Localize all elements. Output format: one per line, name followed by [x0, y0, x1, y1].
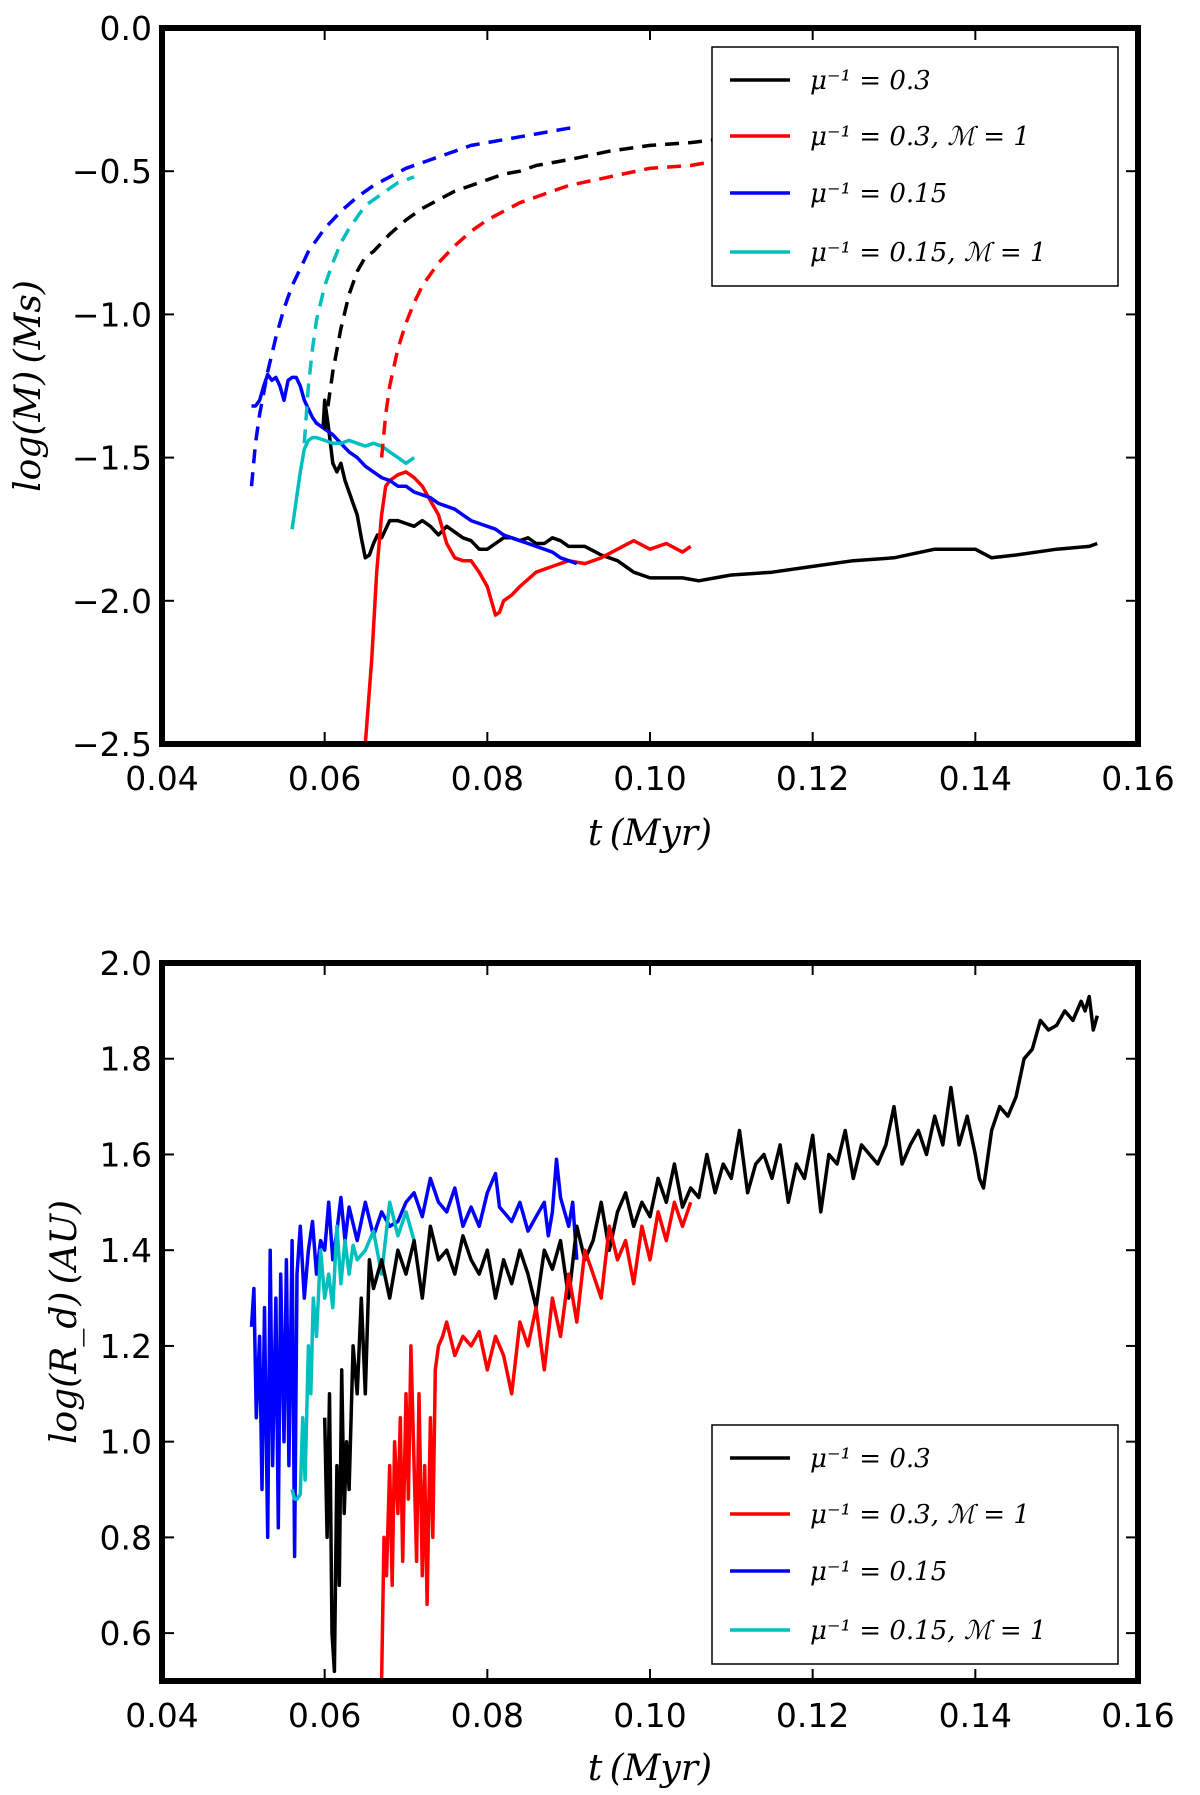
top-series-line-5	[379, 160, 708, 458]
bottom-y-tick-label: 1.4	[100, 1231, 152, 1270]
top-series-group	[249, 126, 1098, 744]
panel-bottom-radius: 0.04 0.06 0.08 0.10 0.12 0.14 0.16 2.0 1.8 1.6 1.4…	[44, 944, 1175, 1789]
bottom-x-axis-label: t (Myr)	[588, 1748, 712, 1789]
top-y-tick-label: −0.5	[72, 152, 152, 191]
top-legend-label-0: μ⁻¹ = 0.3	[810, 66, 931, 96]
bottom-legend: μ⁻¹ = 0.3 μ⁻¹ = 0.3, ℳ = 1 μ⁻¹ = 0.15 μ⁻…	[711, 1424, 1119, 1665]
bottom-legend-label-1: μ⁻¹ = 0.3, ℳ = 1	[810, 1500, 1030, 1530]
bottom-series-line-3	[379, 1200, 693, 1681]
top-legend-box	[711, 46, 1119, 287]
bottom-y-tick-label: 1.6	[100, 1135, 152, 1174]
bottom-legend-label-0: μ⁻¹ = 0.3	[810, 1444, 931, 1474]
bottom-series-line-1	[290, 1200, 416, 1501]
bottom-legend-box	[711, 1424, 1119, 1665]
top-y-tick-label: 0.0	[100, 9, 152, 48]
top-legend: μ⁻¹ = 0.3 μ⁻¹ = 0.3, ℳ = 1 μ⁻¹ = 0.15 μ⁻…	[711, 46, 1119, 287]
bottom-x-tick-label: 0.10	[613, 1696, 686, 1735]
bottom-legend-label-3: μ⁻¹ = 0.15, ℳ = 1	[810, 1616, 1046, 1646]
bottom-x-tick-label: 0.08	[451, 1696, 524, 1735]
top-series-line-3	[290, 435, 416, 530]
bottom-x-tick-label: 0.06	[288, 1696, 361, 1735]
bottom-x-tick-label: 0.12	[776, 1696, 849, 1735]
bottom-x-tick-label: 0.14	[939, 1696, 1012, 1735]
top-series-line-1	[363, 470, 692, 744]
top-x-tick-label: 0.08	[451, 759, 524, 798]
bottom-legend-label-2: μ⁻¹ = 0.15	[810, 1557, 947, 1587]
top-legend-label-2: μ⁻¹ = 0.15	[810, 179, 947, 209]
top-y-tick-label: −1.0	[72, 295, 152, 334]
top-series-line-7	[302, 175, 415, 444]
bottom-y-tick-label: 1.0	[100, 1423, 152, 1462]
top-series-line-4	[322, 137, 716, 430]
bottom-x-tick-label: 0.16	[1101, 1696, 1174, 1735]
top-legend-label-1: μ⁻¹ = 0.3, ℳ = 1	[810, 122, 1030, 152]
top-legend-label-3: μ⁻¹ = 0.15, ℳ = 1	[810, 238, 1046, 268]
bottom-y-tick-label: 2.0	[100, 944, 152, 983]
top-series-line-2	[251, 372, 578, 566]
top-ticks-group: 0.04 0.06 0.08 0.10 0.12 0.14 0.16 0.0 −0.5 −1.0 −…	[72, 9, 1175, 798]
bottom-series-line-0	[249, 1157, 579, 1559]
bottom-x-tick-label: 0.04	[125, 1696, 198, 1735]
top-x-tick-label: 0.14	[939, 759, 1012, 798]
top-x-tick-label: 0.12	[776, 759, 849, 798]
top-y-axis-label: log(M) (Ms)	[8, 280, 49, 492]
top-series-line-6	[249, 126, 577, 487]
bottom-ticks-group: 0.04 0.06 0.08 0.10 0.12 0.14 0.16 2.0 1.8 1.6 1.4…	[100, 944, 1175, 1735]
bottom-y-axis-label: log(R_d) (AU)	[44, 1200, 85, 1444]
top-y-tick-label: −2.5	[72, 725, 152, 764]
panel-top-mass: 0.04 0.06 0.08 0.10 0.12 0.14 0.16 0.0 −0.5 −1.0 −…	[8, 9, 1175, 854]
bottom-y-tick-label: 1.2	[100, 1327, 152, 1366]
top-x-tick-label: 0.06	[288, 759, 361, 798]
bottom-series-line-2	[322, 994, 1099, 1674]
bottom-y-tick-label: 0.8	[100, 1518, 152, 1557]
bottom-series-group	[249, 994, 1099, 1681]
top-y-tick-label: −1.5	[72, 439, 152, 478]
top-series-line-0	[321, 398, 1098, 583]
top-x-tick-label: 0.10	[613, 759, 686, 798]
top-x-axis-label: t (Myr)	[588, 813, 712, 854]
top-y-tick-label: −2.0	[72, 582, 152, 621]
top-x-tick-label: 0.16	[1101, 759, 1174, 798]
bottom-y-tick-label: 0.6	[100, 1614, 152, 1653]
bottom-y-tick-label: 1.8	[100, 1040, 152, 1079]
top-x-tick-label: 0.04	[125, 759, 198, 798]
